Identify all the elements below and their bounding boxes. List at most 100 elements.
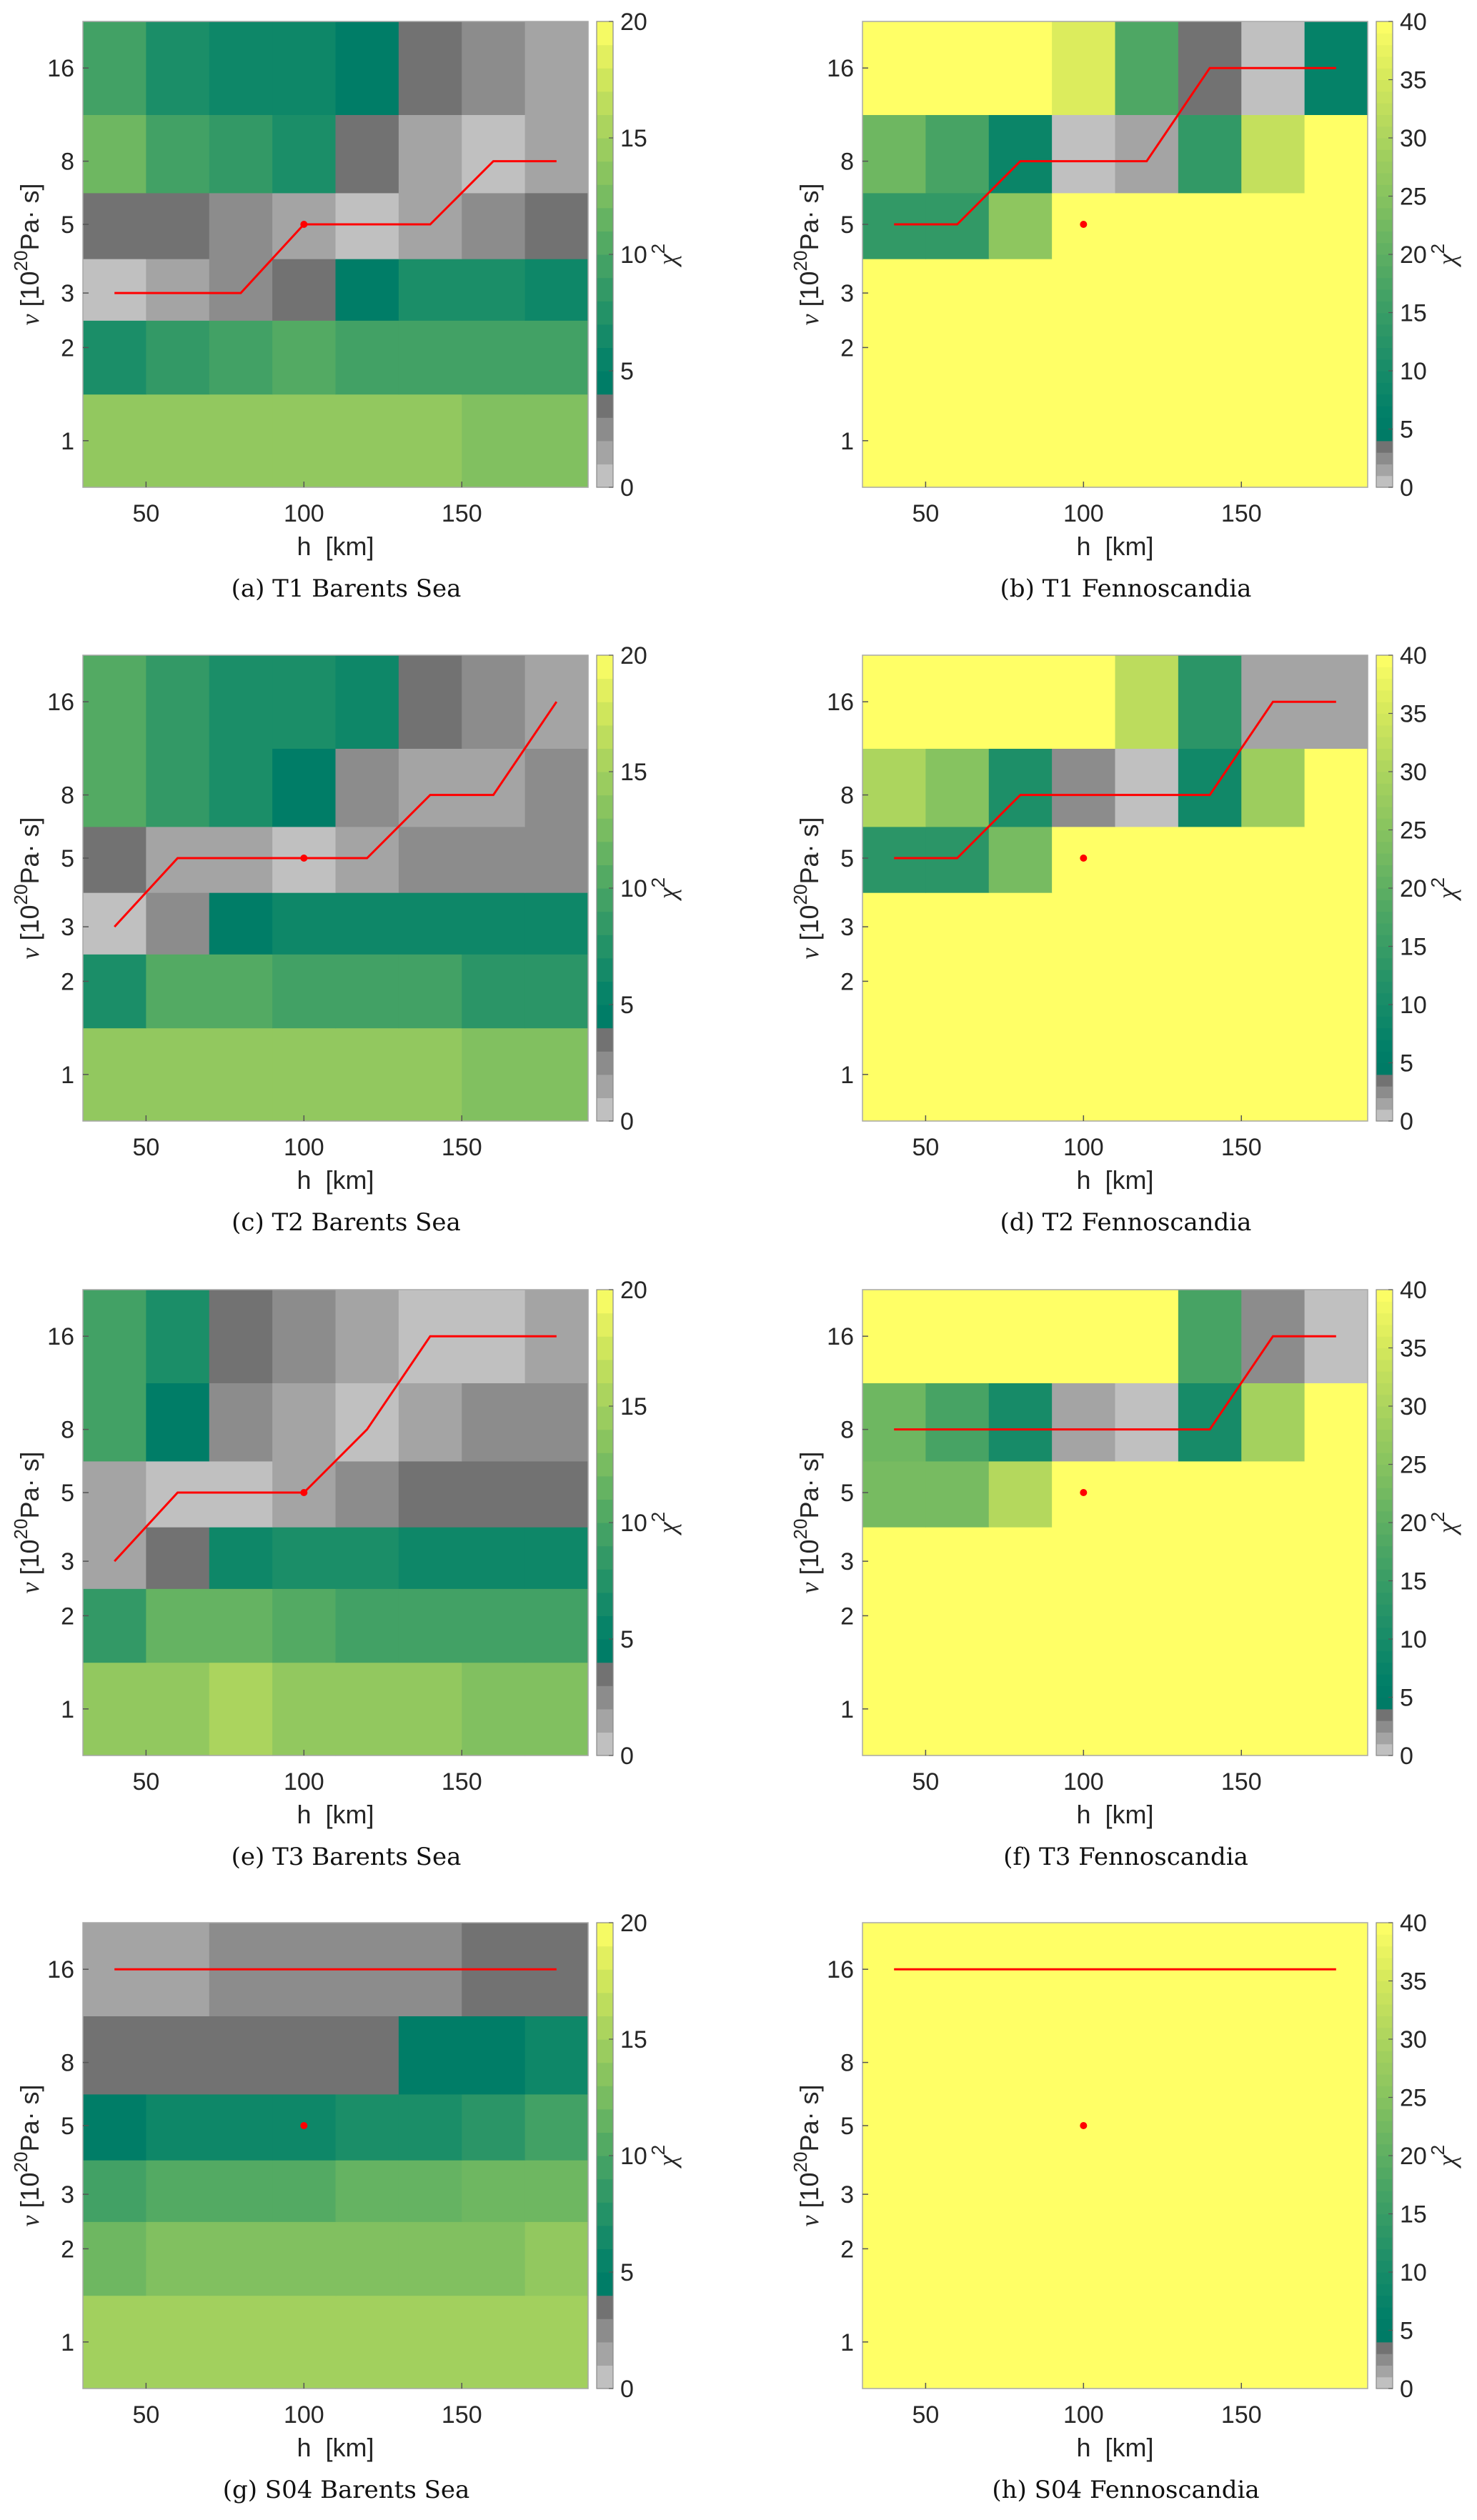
colorbar-tick-label: 30 xyxy=(1400,2026,1427,2053)
colorbar-band xyxy=(1376,138,1393,150)
heatmap-cell xyxy=(1178,320,1242,395)
heatmap-cell xyxy=(146,114,210,194)
colorbar-label-symbol: χ xyxy=(1433,253,1461,267)
heatmap-cell xyxy=(988,192,1053,259)
heatmap-cell xyxy=(988,320,1053,395)
heatmap-cell xyxy=(862,892,926,955)
colorbar-band xyxy=(1376,2143,1393,2156)
y-tick-label: 16 xyxy=(47,689,74,716)
heatmap-cell xyxy=(988,1588,1053,1663)
heatmap-cell xyxy=(988,1460,1053,1528)
heatmap-cell xyxy=(988,21,1053,115)
plot-frame xyxy=(862,654,1368,1122)
heatmap-cell xyxy=(146,1290,210,1383)
heatmap-cell xyxy=(1052,1383,1116,1462)
heatmap-cell xyxy=(1052,1290,1116,1383)
colorbar-tick-label: 0 xyxy=(620,1108,634,1135)
colorbar-band xyxy=(1376,196,1393,209)
heatmap-cell xyxy=(83,1290,146,1383)
heatmap-cell xyxy=(209,1588,273,1663)
ylabel-unit-exp: 20 xyxy=(790,2152,811,2173)
colorbar-band xyxy=(1376,1488,1393,1500)
colorbar-band xyxy=(1376,405,1393,418)
heatmap-cell xyxy=(335,320,399,395)
colorbar-band xyxy=(1376,1359,1393,1372)
heatmap-cell xyxy=(83,1588,146,1663)
heatmap-cell xyxy=(1115,655,1179,749)
ylabel-unit-rest: Pa· s] xyxy=(795,184,824,251)
heatmap-cell xyxy=(1178,1460,1242,1528)
colorbar-label: χ2 xyxy=(647,2145,682,2168)
heatmap-cell xyxy=(524,2295,589,2389)
heatmap-cell xyxy=(335,748,399,827)
colorbar-band xyxy=(1376,1934,1393,1947)
heatmap-cell xyxy=(272,114,337,194)
colorbar-band xyxy=(1376,1708,1393,1721)
panel-caption: (g) S04 Barents Sea xyxy=(223,2476,470,2504)
ylabel-unit-base: [10 xyxy=(15,905,44,947)
heatmap-cell xyxy=(83,655,146,749)
colorbar-band xyxy=(1376,783,1393,796)
colorbar-band xyxy=(597,1475,613,1500)
colorbar-band xyxy=(1376,2121,1393,2133)
colorbar-label-symbol: χ xyxy=(653,1521,682,1535)
colorbar-tick-label: 30 xyxy=(1400,759,1427,786)
heatmap-cell xyxy=(524,1662,589,1756)
colorbar-band xyxy=(1376,382,1393,395)
y-tick-label: 1 xyxy=(61,428,74,455)
x-axis-label: h [km] xyxy=(1076,2433,1153,2462)
colorbar-band xyxy=(1376,68,1393,81)
heatmap-cell xyxy=(209,394,273,488)
y-tick-label: 5 xyxy=(61,1480,74,1507)
heatmap-cell xyxy=(335,2016,399,2095)
colorbar-label-symbol: χ xyxy=(653,887,682,901)
heatmap-cell xyxy=(1052,320,1116,395)
heatmap-cell xyxy=(524,394,589,488)
colorbar-band xyxy=(1376,772,1393,784)
heatmap-cell xyxy=(209,2160,273,2222)
heatmap-cell xyxy=(209,1027,273,1122)
heatmap-cell xyxy=(1241,394,1306,488)
heatmap-cell xyxy=(398,21,462,115)
heatmap-cell xyxy=(1115,1027,1179,1122)
colorbar-band xyxy=(597,748,613,772)
colorbar-label-exp: 2 xyxy=(1427,1512,1448,1522)
heatmap-cell xyxy=(1304,1527,1368,1589)
heatmap-cell xyxy=(524,826,589,893)
heatmap-cell xyxy=(862,2016,926,2095)
colorbar-band xyxy=(597,91,613,115)
heatmap-cell xyxy=(1115,954,1179,1029)
colorbar-band xyxy=(1376,2237,1393,2249)
panel-caption: (f) T3 Fennoscandia xyxy=(1003,1843,1248,1871)
ylabel-symbol: ν xyxy=(16,947,44,959)
heatmap-cell xyxy=(1304,892,1368,955)
y-tick-label: 16 xyxy=(47,1323,74,1350)
heatmap-cell xyxy=(1304,114,1368,194)
colorbar-band xyxy=(597,301,613,325)
heatmap-cell xyxy=(1052,1527,1116,1589)
heatmap-cell xyxy=(146,1527,210,1589)
colorbar-tick-label: 20 xyxy=(1400,1510,1427,1537)
heatmap-cell xyxy=(1304,192,1368,259)
y-tick-label: 2 xyxy=(61,1603,74,1630)
heatmap-cell xyxy=(146,192,210,259)
colorbar-band xyxy=(1376,452,1393,464)
colorbar-band xyxy=(597,981,613,1005)
heatmap-cell xyxy=(272,2160,337,2222)
colorbar-band xyxy=(1376,2167,1393,2180)
colorbar-tick-label: 40 xyxy=(1400,9,1427,36)
reference-point xyxy=(1080,855,1088,862)
heatmap-cell xyxy=(335,21,399,115)
colorbar-band xyxy=(1376,1569,1393,1582)
colorbar-tick-label: 5 xyxy=(620,992,634,1019)
heatmap-cell xyxy=(146,2016,210,2095)
heatmap-cell xyxy=(335,114,399,194)
heatmap-cell xyxy=(1052,2295,1116,2389)
colorbar-tick-label: 20 xyxy=(620,1910,647,1937)
colorbar-band xyxy=(1376,935,1393,947)
heatmap-cell xyxy=(1241,1460,1306,1528)
heatmap-cell xyxy=(1052,114,1116,194)
x-axis-label: h [km] xyxy=(1076,1800,1153,1829)
colorbar-band xyxy=(1376,795,1393,807)
